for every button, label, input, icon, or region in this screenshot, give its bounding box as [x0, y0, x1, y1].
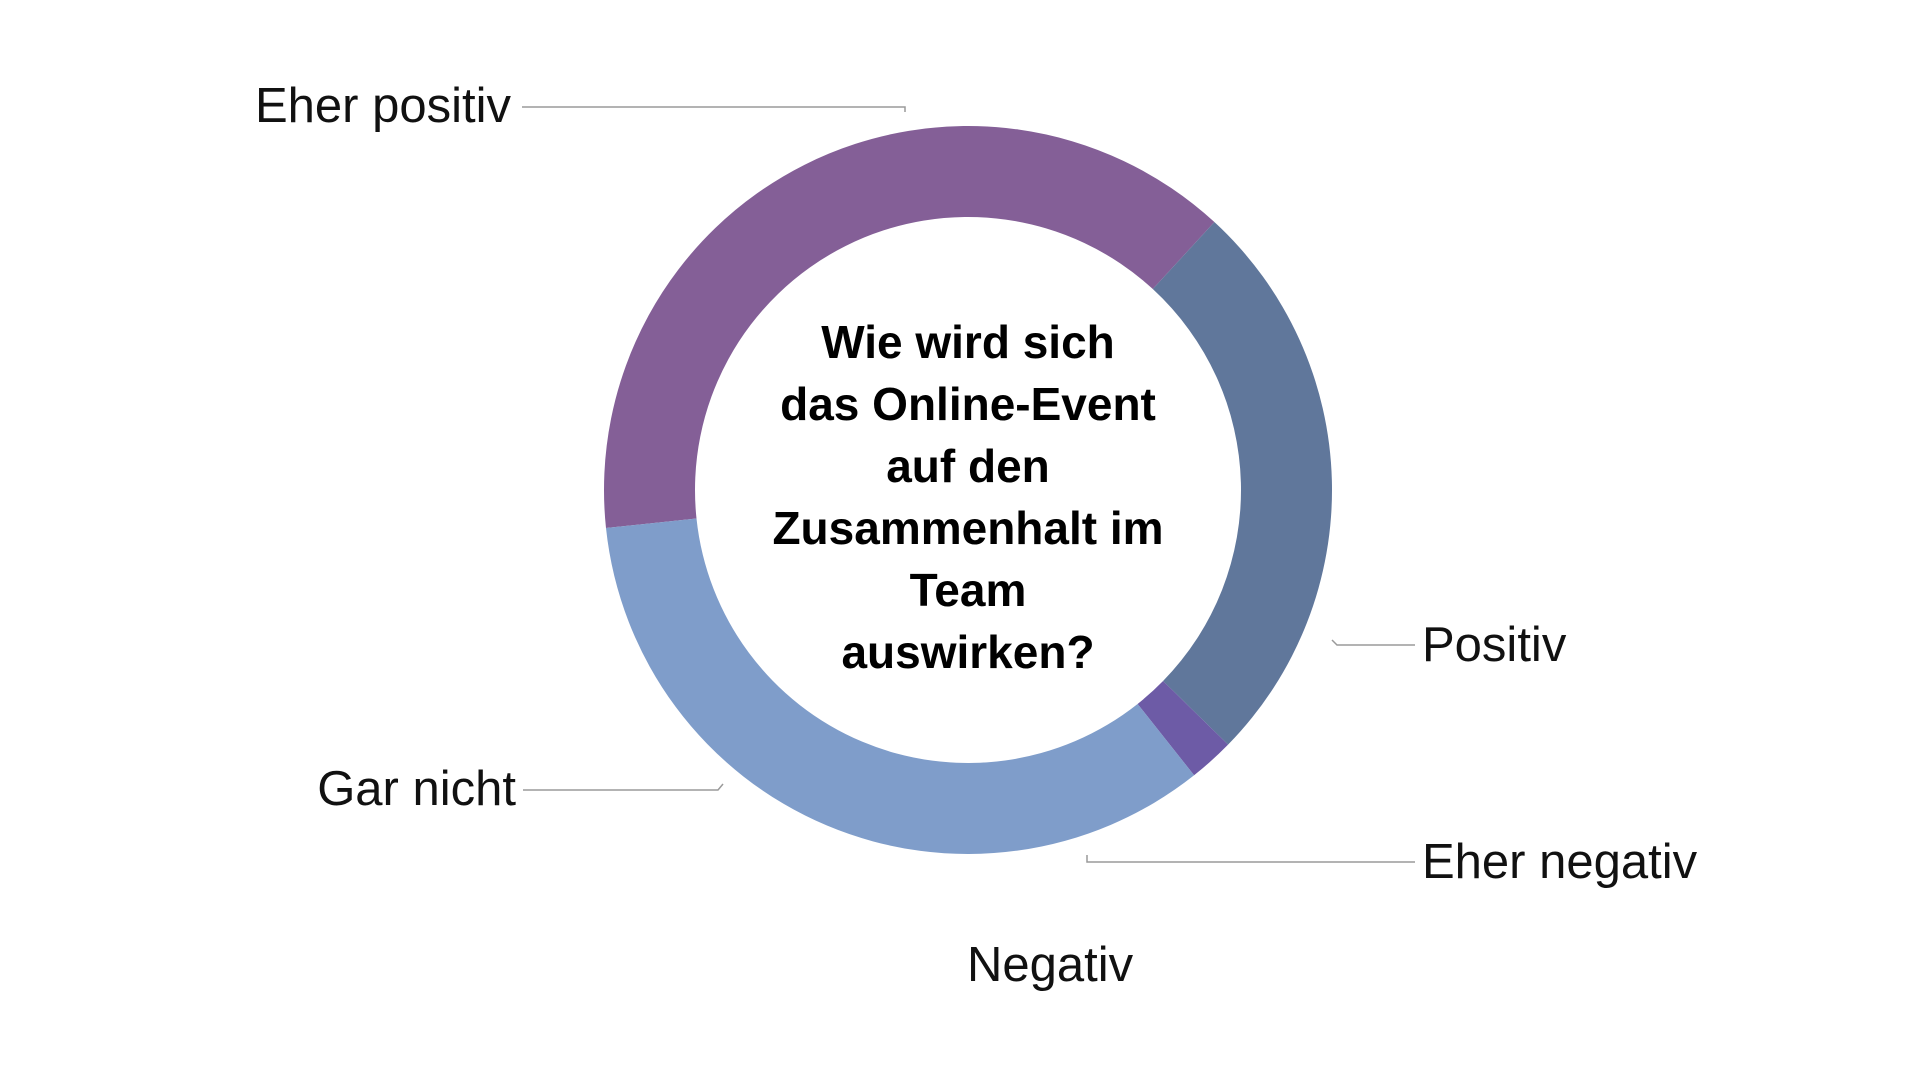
slice-label-eher-negativ: Eher negativ [1422, 835, 1698, 889]
chart-title-line-6: auswirken? [841, 626, 1094, 678]
chart-title-line-3: auf den [886, 440, 1050, 492]
leader-lines [522, 106, 1415, 863]
slice-eher-positiv [604, 125, 1215, 529]
chart-title-line-1: Wie wird sich [821, 316, 1115, 368]
slice-label-eher-positiv: Eher positiv [255, 79, 512, 133]
slice-label-negativ: Negativ [967, 938, 1134, 992]
slice-label-gar-nicht: Gar nicht [317, 762, 516, 816]
slice-eher-negativ [1137, 681, 1229, 776]
slice-label-positiv: Positiv [1422, 618, 1567, 672]
leader-line-eher-negativ [1086, 855, 1415, 863]
leader-line-gar-nicht [523, 783, 724, 791]
leader-line-eher-positiv [522, 106, 906, 112]
chart-title-line-4: Zusammenhalt im [772, 502, 1163, 554]
leader-line-positiv [1331, 639, 1415, 646]
slice-positiv [1152, 222, 1332, 745]
chart-title-line-2: das Online-Event [780, 378, 1156, 430]
slice-gar-nicht [605, 518, 1195, 854]
chart-title-line-5: Team [910, 564, 1027, 616]
donut-slices [604, 125, 1332, 854]
